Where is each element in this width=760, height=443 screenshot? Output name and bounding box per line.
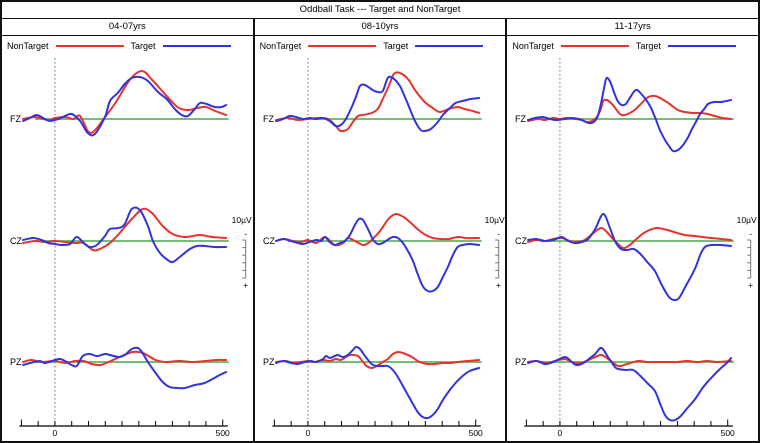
nontarget-waveform-PZ: [527, 353, 733, 368]
time-axis: 0 500: [272, 419, 483, 438]
erp-plot: FZ CZ PZ 0 500 10µV - +: [10, 58, 252, 438]
channel-label-CZ: CZ: [10, 236, 22, 246]
time-axis: 0 500: [524, 419, 735, 438]
scale-bar-plus: +: [243, 280, 248, 290]
erp-plot: FZ CZ PZ 0 500 10µV - +: [515, 58, 757, 438]
channel-label-FZ: FZ: [263, 114, 274, 124]
nontarget-waveform-FZ: [22, 70, 228, 134]
scale-bar-plus: +: [496, 280, 501, 290]
scale-bar-minus: -: [750, 229, 753, 238]
scale-bar-label: 10µV: [484, 215, 504, 225]
channel-label-FZ: FZ: [515, 114, 526, 124]
target-waveform-CZ: [22, 206, 228, 264]
nontarget-waveform-CZ: [22, 207, 228, 252]
legend-nontarget-line: [308, 45, 377, 47]
age-group-column: 11-17yrs NonTarget Target FZ CZ PZ 0 500 10µV…: [505, 19, 758, 441]
age-group-header: 11-17yrs: [507, 19, 758, 36]
scale-bar-minus: -: [497, 229, 500, 238]
legend: NonTarget Target: [507, 36, 758, 56]
legend: NonTarget Target: [255, 36, 506, 56]
target-waveform-CZ: [274, 217, 480, 293]
age-group-column: 08-10yrs NonTarget Target FZ CZ PZ 0 500 10µV…: [252, 19, 506, 441]
target-waveform-PZ: [22, 346, 228, 390]
legend-nontarget-line: [560, 45, 629, 47]
scale-bar-label: 10µV: [232, 215, 252, 225]
nontarget-waveform-FZ: [274, 71, 480, 133]
axis-label-zero: 0: [53, 428, 58, 438]
channel-label-PZ: PZ: [10, 357, 22, 367]
target-waveform-FZ: [274, 75, 480, 133]
legend-target-label: Target: [383, 41, 409, 51]
axis-label-zero: 0: [305, 428, 310, 438]
age-group-column: 04-07yrs NonTarget Target FZ CZ PZ 0 500 10µV…: [2, 19, 253, 441]
legend-target-line: [162, 45, 231, 47]
channel-label-PZ: PZ: [515, 357, 527, 367]
age-group-header: 08-10yrs: [254, 19, 506, 36]
channel-label-CZ: CZ: [263, 236, 275, 246]
legend-target-line: [667, 45, 736, 47]
legend-nontarget-label: NonTarget: [259, 41, 302, 51]
age-group-header: 04-07yrs: [2, 19, 253, 36]
columns-container: 04-07yrs NonTarget Target FZ CZ PZ 0 500 10µV…: [2, 19, 758, 441]
legend-target-line: [415, 45, 484, 47]
axis-label-zero: 0: [558, 428, 563, 438]
channel-label-CZ: CZ: [515, 236, 527, 246]
target-waveform-CZ: [527, 213, 733, 302]
axis-label-500: 500: [216, 428, 230, 438]
axis-label-500: 500: [468, 428, 482, 438]
figure-title: Oddball Task --- Target and NonTarget: [2, 2, 758, 19]
legend: NonTarget Target: [2, 36, 253, 56]
scale-bar-minus: -: [244, 229, 247, 238]
scale-bar-plus: +: [749, 280, 754, 290]
axis-label-500: 500: [721, 428, 735, 438]
nontarget-waveform-PZ: [22, 350, 228, 367]
scale-bar: 10µV - +: [737, 215, 757, 290]
target-waveform-FZ: [22, 75, 228, 137]
scale-bar-label: 10µV: [737, 215, 757, 225]
channel-label-FZ: FZ: [10, 114, 21, 124]
scale-bar: 10µV - +: [484, 215, 504, 290]
target-waveform-PZ: [527, 346, 733, 422]
target-waveform-FZ: [527, 76, 733, 153]
legend-target-label: Target: [130, 41, 156, 51]
legend-nontarget-line: [55, 45, 124, 47]
time-axis: 0 500: [19, 419, 230, 438]
erp-plot: FZ CZ PZ 0 500 10µV - +: [263, 58, 505, 438]
target-waveform-PZ: [274, 345, 480, 420]
channel-label-PZ: PZ: [263, 357, 275, 367]
scale-bar: 10µV - +: [232, 215, 252, 290]
legend-nontarget-label: NonTarget: [512, 41, 554, 51]
legend-target-label: Target: [635, 41, 661, 51]
legend-nontarget-label: NonTarget: [7, 41, 49, 51]
